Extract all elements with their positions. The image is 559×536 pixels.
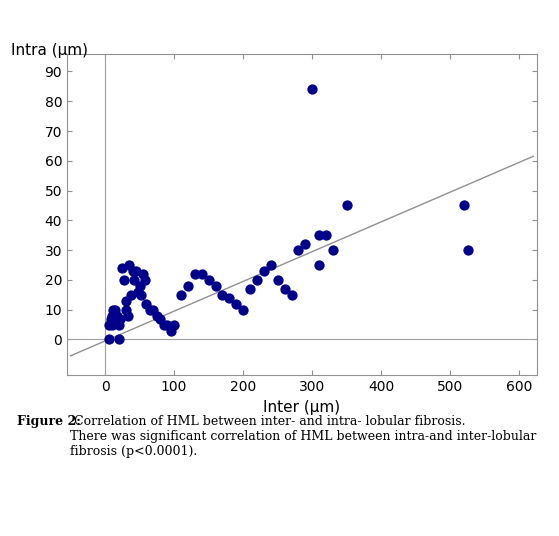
Point [204, 276, 213, 284]
Point [459, 201, 468, 210]
Point [329, 246, 338, 255]
Point [342, 201, 351, 210]
Point [132, 267, 141, 276]
Point [113, 311, 122, 320]
Point [308, 85, 317, 94]
Text: Correlation of HML between inter- and intra- lobular fibrosis.
There was signifi: Correlation of HML between inter- and in… [70, 415, 536, 458]
Point [127, 291, 136, 299]
Point [111, 311, 120, 320]
Point [197, 270, 206, 278]
X-axis label: Inter (μm): Inter (μm) [263, 400, 340, 415]
Point [153, 311, 162, 320]
Point [106, 314, 115, 323]
Point [121, 296, 130, 305]
Point [139, 270, 148, 278]
Point [321, 231, 330, 240]
Point [135, 281, 144, 290]
Text: Figure 2:: Figure 2: [17, 415, 80, 428]
Point [124, 311, 132, 320]
Point [142, 300, 151, 308]
Point [191, 270, 200, 278]
Point [113, 314, 122, 323]
Point [163, 321, 172, 329]
Point [128, 267, 137, 276]
Point [266, 260, 275, 269]
Point [118, 264, 127, 272]
Point [239, 306, 248, 314]
Text: Intra (μm): Intra (μm) [11, 43, 88, 58]
Point [218, 291, 227, 299]
Point [120, 276, 129, 284]
Point [315, 260, 324, 269]
Point [107, 311, 116, 320]
Point [183, 281, 192, 290]
Point [141, 276, 150, 284]
Point [111, 306, 120, 314]
Point [134, 287, 143, 296]
Point [166, 326, 175, 335]
Point [130, 276, 139, 284]
Point [115, 335, 124, 344]
Point [121, 306, 130, 314]
Point [259, 267, 268, 276]
Point [315, 231, 324, 240]
Point [232, 300, 241, 308]
Point [109, 306, 118, 314]
Point [245, 285, 254, 293]
Point [287, 291, 296, 299]
Point [116, 314, 125, 323]
Point [145, 306, 154, 314]
Point [156, 314, 165, 323]
Point [294, 246, 303, 255]
Point [107, 321, 116, 329]
Point [225, 294, 234, 302]
Point [136, 291, 145, 299]
Point [253, 276, 262, 284]
Point [115, 321, 124, 329]
Point [104, 321, 113, 329]
Point [463, 246, 472, 255]
Point [159, 321, 168, 329]
Point [211, 281, 220, 290]
Point [280, 285, 289, 293]
Point [104, 335, 113, 344]
Point [177, 291, 186, 299]
Point [149, 306, 158, 314]
Point [301, 240, 310, 249]
Point [125, 260, 134, 269]
Point [273, 276, 282, 284]
Point [169, 321, 178, 329]
